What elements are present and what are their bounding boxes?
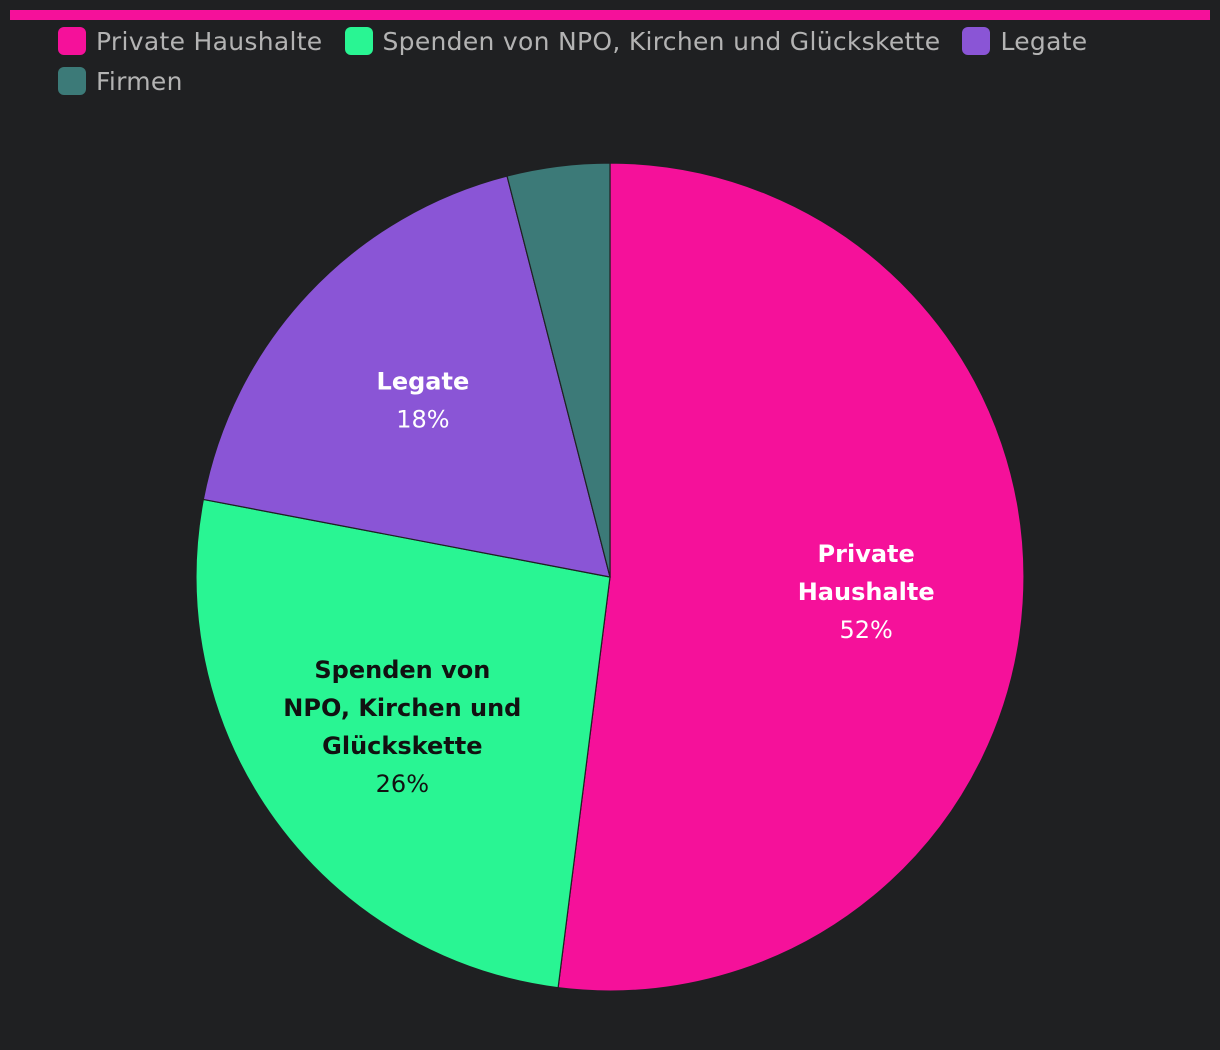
legend-swatch <box>344 27 373 55</box>
legend-label: Private Haushalte <box>96 26 323 56</box>
slice-label-line: NPO, Kirchen und <box>283 694 521 722</box>
pie-slice-spenden-von-npo-kirchen-und-gl-ckskette[interactable] <box>195 498 611 989</box>
slice-label-line: Glückskette <box>322 732 482 760</box>
slice-percentage: 26% <box>376 770 429 798</box>
pie-slice-firmen[interactable] <box>506 162 611 578</box>
slice-label-line: Haushalte <box>798 578 935 606</box>
legend-item-private-haushalte[interactable]: Private Haushalte <box>58 26 323 56</box>
slice-percentage: 18% <box>396 405 449 433</box>
slice-label-line: Private <box>818 540 915 568</box>
legend-item-spenden-von-npo-kirchen-und-gl-ckskette[interactable]: Spenden von NPO, Kirchen und Glückskette <box>344 26 941 56</box>
slice-label-line: Spenden von <box>314 656 490 684</box>
accent-bar <box>10 10 1210 20</box>
legend-item-legate[interactable]: Legate <box>962 26 1087 56</box>
pie-slice-legate[interactable] <box>202 175 611 578</box>
legend-item-firmen[interactable]: Firmen <box>58 66 183 96</box>
legend-label: Spenden von NPO, Kirchen und Glückskette <box>382 26 941 56</box>
legend-swatch <box>962 27 991 55</box>
legend-label: Firmen <box>96 66 183 96</box>
legend-swatch <box>58 27 86 55</box>
pie-slice-private-haushalte[interactable] <box>557 162 1025 992</box>
legend-label: Legate <box>1000 26 1088 56</box>
slice-label-line: Legate <box>377 367 470 395</box>
legend-swatch <box>58 67 86 95</box>
legend: Private Haushalte Spenden von NPO, Kirche… <box>58 26 1178 96</box>
slice-percentage: 52% <box>840 616 893 644</box>
